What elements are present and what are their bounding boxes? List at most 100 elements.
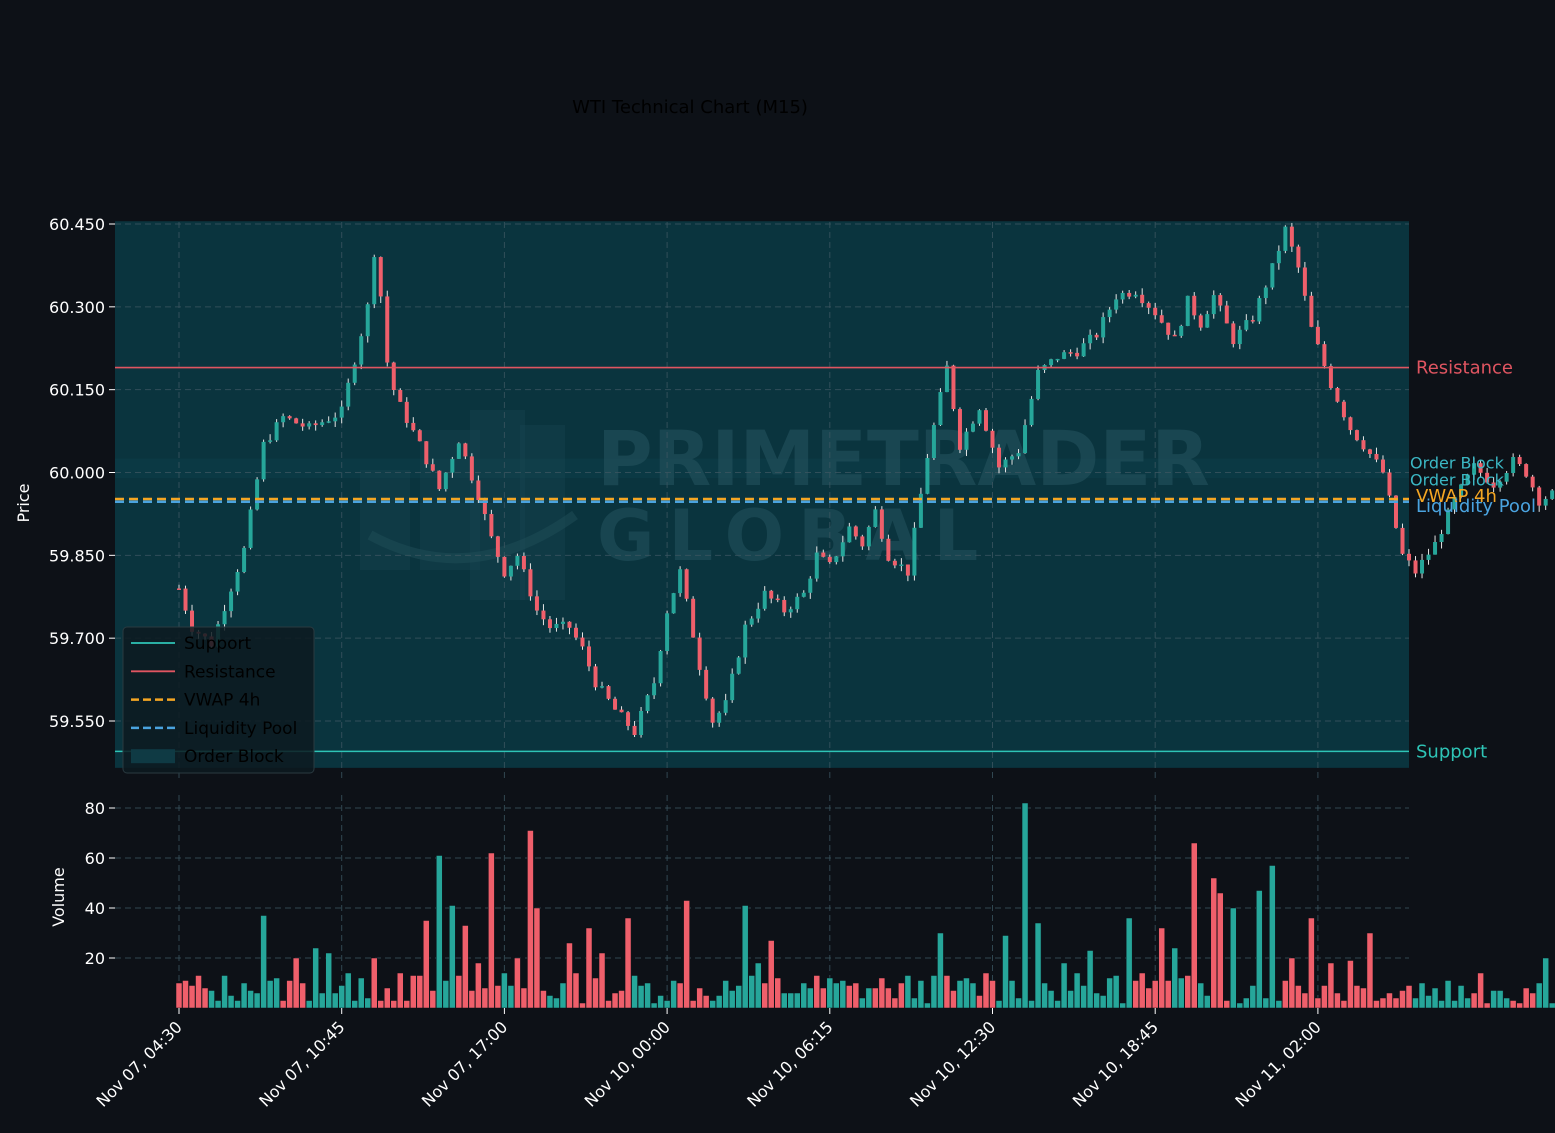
volume-bar xyxy=(1509,1000,1517,1009)
volume-bar xyxy=(1060,962,1068,1009)
volume-bar xyxy=(1483,1002,1491,1009)
volume-bar xyxy=(1067,990,1074,1009)
candle-body xyxy=(268,440,273,442)
candle-body xyxy=(905,564,910,576)
candle-body xyxy=(821,552,826,557)
candle-body xyxy=(1146,303,1151,308)
watermark-bar xyxy=(520,425,565,600)
volume-bar xyxy=(195,975,202,1009)
volume-bar xyxy=(364,997,371,1009)
candle-body xyxy=(853,526,858,537)
volume-bar xyxy=(676,982,684,1009)
candle-body xyxy=(1315,326,1320,345)
volume-bar xyxy=(442,980,450,1009)
volume-bar xyxy=(1125,917,1133,1009)
volume-bar xyxy=(312,947,319,1009)
volume-bar xyxy=(1151,980,1159,1009)
candle-body xyxy=(482,500,487,515)
volume-bar xyxy=(663,1000,671,1009)
volume-bar xyxy=(1223,1000,1231,1009)
volume-bar xyxy=(175,982,183,1009)
candle-body xyxy=(1237,329,1242,345)
volume-bar xyxy=(566,942,573,1009)
candle-body xyxy=(840,542,845,557)
candle-body xyxy=(957,409,962,450)
volume-bar xyxy=(1529,992,1536,1009)
volume-bar xyxy=(214,1000,222,1009)
candle-body xyxy=(704,669,709,699)
volume-bar xyxy=(1288,957,1296,1009)
candle-body xyxy=(1530,476,1535,488)
volume-bar xyxy=(1496,990,1504,1009)
candle-body xyxy=(320,422,325,426)
candle-body xyxy=(1101,317,1106,338)
volume-bar xyxy=(1028,1000,1035,1009)
volume-bar xyxy=(624,917,632,1009)
candle-body xyxy=(333,417,338,422)
candle-body xyxy=(983,410,988,431)
volume-bar xyxy=(696,987,703,1009)
candle-body xyxy=(1166,322,1171,335)
candle-body xyxy=(1537,487,1542,506)
candle-body xyxy=(1133,294,1138,297)
candle-body xyxy=(417,430,422,442)
price-tick-label: 60.150 xyxy=(49,381,105,400)
candlestick-series xyxy=(177,222,1555,738)
candle-body xyxy=(723,700,728,713)
legend-label: Order Block xyxy=(184,747,284,767)
candle-body xyxy=(775,598,780,601)
resistance-label: Resistance xyxy=(1416,358,1513,379)
volume-bar xyxy=(995,1000,1003,1009)
volume-bar xyxy=(1308,917,1315,1009)
volume-bar xyxy=(911,997,918,1009)
candle-body xyxy=(378,257,383,297)
legend: Support Resistance VWAP 4h Liquidity Pool Or… xyxy=(122,626,315,774)
volume-bar xyxy=(1535,982,1543,1009)
volume-bar xyxy=(898,982,905,1009)
candle-body xyxy=(834,556,839,563)
volume-tick-label: 80 xyxy=(85,799,105,818)
candle-body xyxy=(1354,430,1359,441)
volume-bar xyxy=(1171,947,1178,1009)
candle-body xyxy=(1283,226,1288,251)
candle-body xyxy=(1439,534,1444,543)
volume-bar xyxy=(891,997,899,1009)
candle-body xyxy=(587,646,592,667)
candle-body xyxy=(1420,559,1425,574)
candle-body xyxy=(931,425,936,459)
volume-bar xyxy=(390,1000,398,1009)
volume-bar xyxy=(1399,990,1406,1009)
candle-body xyxy=(1185,295,1190,326)
volume-bar xyxy=(1230,907,1237,1009)
volume-bar xyxy=(1490,990,1497,1009)
candle-body xyxy=(190,610,195,632)
volume-bar xyxy=(331,992,339,1009)
candle-body xyxy=(1465,474,1470,485)
candle-body xyxy=(287,416,292,419)
candle-body xyxy=(1276,250,1281,264)
volume-bar xyxy=(286,980,293,1009)
candle-body xyxy=(463,443,468,457)
volume-bar xyxy=(611,992,619,1009)
candle-body xyxy=(1270,263,1275,288)
volume-bar xyxy=(1412,997,1419,1009)
volume-bar xyxy=(833,982,840,1009)
candle-body xyxy=(795,596,800,610)
candle-body xyxy=(300,423,305,427)
volume-bar xyxy=(670,980,677,1009)
candle-body xyxy=(1263,287,1268,299)
volume-bar xyxy=(1366,932,1374,1009)
candle-body xyxy=(274,422,279,441)
volume-bar xyxy=(839,980,847,1009)
volume-bar xyxy=(1451,1000,1458,1009)
volume-bar xyxy=(1158,927,1165,1009)
volume-bar xyxy=(820,987,827,1009)
candle-body xyxy=(1296,246,1301,268)
candle-body xyxy=(710,698,715,723)
volume-bar xyxy=(1197,982,1205,1009)
volume-bar xyxy=(1112,975,1120,1009)
volume-bar xyxy=(937,932,944,1009)
legend-label: Resistance xyxy=(184,662,276,682)
volume-bar xyxy=(989,980,996,1009)
